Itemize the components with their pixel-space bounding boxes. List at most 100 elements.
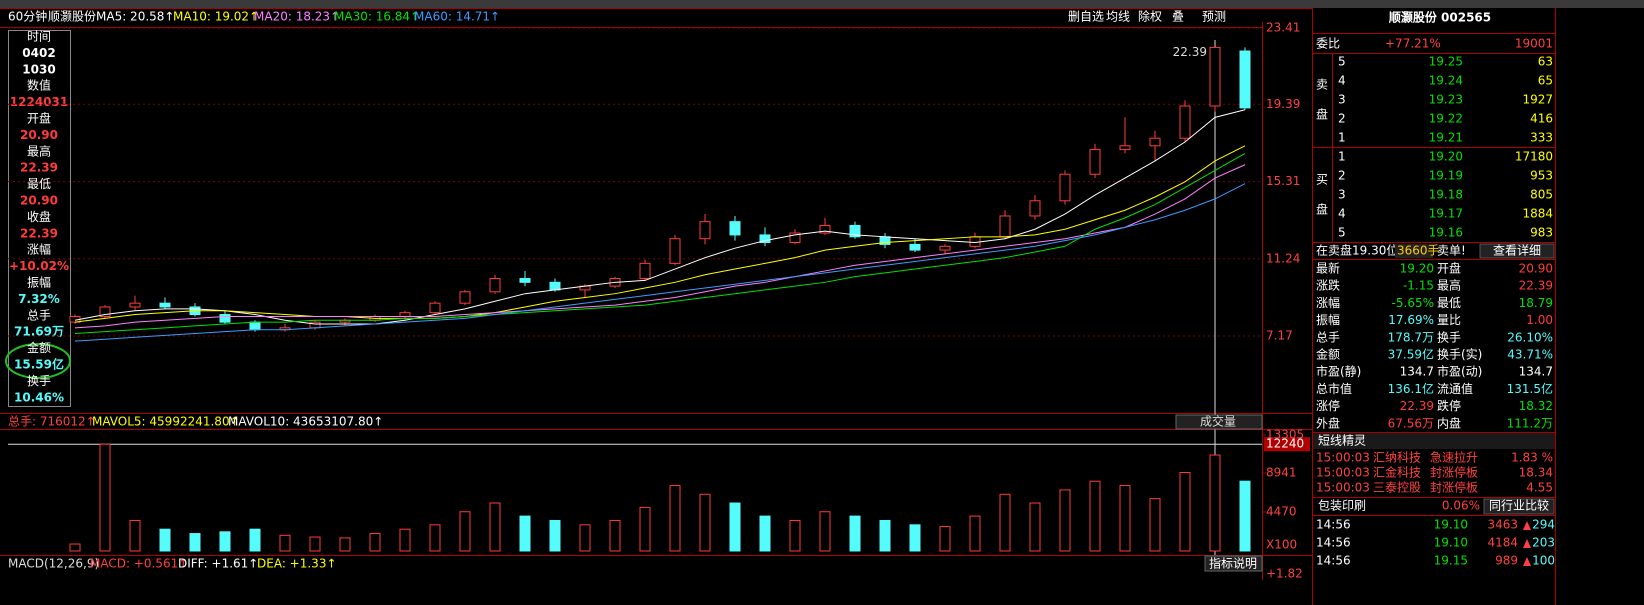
price: 19.21 (1429, 131, 1463, 145)
candle-body (909, 243, 921, 251)
stat-value: 18.79 (1519, 296, 1553, 310)
indicator-help-button[interactable] (1204, 555, 1263, 572)
volume: 333 (1530, 131, 1553, 145)
sprite-value: 1.83 % (1511, 451, 1553, 465)
ma-line (74, 109, 1246, 325)
y-tick-label: 11.24 (1266, 251, 1300, 265)
volume-bar (249, 528, 261, 552)
detail-button[interactable] (1479, 243, 1555, 259)
level: 4 (1338, 74, 1346, 88)
stat-label: 流通值 (1437, 381, 1473, 396)
trade-count: 294 (1532, 518, 1555, 532)
volume: 1884 (1522, 207, 1553, 221)
side-label: 买 (1316, 173, 1328, 187)
divider (0, 8, 1312, 9)
stat-value: 111.2万 (1507, 416, 1553, 430)
volume-bar (669, 485, 681, 552)
trade-price: 19.10 (1434, 536, 1468, 550)
up-arrow (1523, 539, 1531, 548)
stat-value: 1.00 (1526, 313, 1553, 327)
trade-time: 14:56 (1316, 518, 1351, 532)
stat-value: 17.69% (1388, 313, 1434, 327)
volume: 983 (1530, 226, 1553, 240)
detail-label[interactable]: 查看详细 (1493, 243, 1541, 258)
toolbar-button[interactable]: 均线 (1106, 10, 1130, 24)
candle-body (819, 224, 831, 234)
volume-bar (729, 502, 741, 552)
volume: 416 (1530, 112, 1553, 126)
toolbar-button[interactable]: 除权 (1138, 9, 1162, 24)
macd-label: DEA: +1.33↑ (257, 557, 337, 571)
stat-label: 量比 (1437, 313, 1461, 327)
volume-bar (459, 511, 471, 552)
trade-price: 19.15 (1434, 554, 1468, 568)
candle-body (219, 314, 231, 323)
volume: 65 (1538, 74, 1553, 88)
level: 5 (1338, 55, 1346, 69)
volume-bar (579, 524, 591, 552)
stock-title: 顺灏股份 002565 (1389, 10, 1491, 25)
annotation-circle (5, 343, 71, 379)
stat-value: 67.56万 (1388, 416, 1434, 430)
info-value: 20.90 (20, 128, 58, 142)
help-label[interactable]: 指标说明 (1209, 556, 1257, 571)
volume-bar (999, 493, 1011, 552)
candle-body (459, 291, 471, 304)
toolbar-button[interactable]: 叠 (1172, 10, 1184, 24)
candle-body (1059, 173, 1071, 202)
volume-bar (309, 536, 321, 552)
info-value: 71.69万 (14, 325, 64, 339)
candle-body (1239, 50, 1251, 109)
toolbar-button[interactable]: 预测 (1202, 10, 1226, 24)
y-tick-label: 23.41 (1266, 21, 1300, 35)
candle-body (429, 302, 441, 314)
compare-button[interactable] (1483, 498, 1555, 515)
volume-bar (159, 528, 171, 552)
compare-label[interactable]: 同行业比较 (1489, 498, 1549, 513)
volume-bar (399, 528, 411, 552)
candle-body (1179, 105, 1191, 139)
side-label: 卖 (1316, 78, 1328, 92)
candle-body (969, 236, 981, 247)
notice-text: 卖单! (1437, 244, 1466, 258)
stat-label: 总手 (1316, 330, 1340, 344)
stat-value: 19.20 (1400, 262, 1434, 276)
info-label: 数值 (27, 78, 51, 93)
stat-label: 涨幅 (1316, 295, 1340, 310)
stat-value: 18.32 (1519, 399, 1553, 413)
candle-body (399, 312, 411, 317)
level: 2 (1338, 169, 1346, 183)
volume: 805 (1530, 188, 1553, 202)
info-value: 1224031 (10, 95, 68, 109)
stat-value: 22.39 (1519, 279, 1553, 293)
stat-label: 换手(实) (1437, 347, 1482, 362)
info-value: 22.39 (20, 226, 58, 240)
trade-count: 100 (1532, 554, 1555, 568)
indicator-button[interactable] (1175, 414, 1263, 430)
candle-body (309, 321, 321, 329)
toolbar-button[interactable]: 删自选 (1068, 10, 1104, 24)
price: 19.25 (1429, 55, 1463, 69)
candle-body (489, 278, 501, 293)
stat-value: 37.59亿 (1388, 347, 1434, 362)
volume-header: 总手: 716012↑ (8, 415, 96, 429)
candle-body (639, 262, 651, 280)
indicator-label[interactable]: 成交量 (1200, 414, 1236, 429)
volume-bar (879, 519, 891, 552)
volume-bar (189, 533, 201, 552)
price: 19.24 (1429, 74, 1463, 88)
notice-volume: 3660手 (1397, 244, 1440, 258)
section-header (1313, 433, 1555, 449)
notice-badge (1395, 244, 1433, 258)
volume-bar (699, 493, 711, 552)
cursor-value-box (1264, 437, 1310, 452)
sector-change: 0.06% (1442, 499, 1480, 513)
period-label: 60分钟 (8, 9, 47, 24)
y-tick-label: 7.17 (1266, 328, 1293, 342)
candle-body (129, 302, 141, 308)
y-tick-label: +1.82 (1266, 567, 1303, 581)
stat-label: 开盘 (1437, 261, 1461, 276)
candle-body (1029, 200, 1041, 217)
